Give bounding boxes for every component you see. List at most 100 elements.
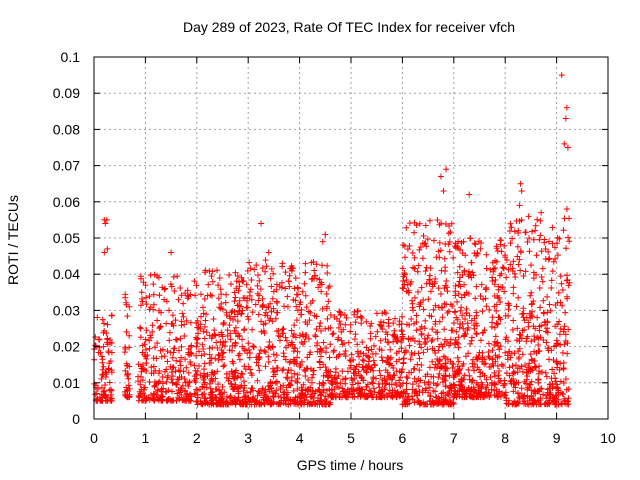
data-point	[275, 401, 282, 408]
data-point	[269, 295, 276, 302]
data-point	[446, 223, 453, 230]
data-point	[382, 329, 389, 336]
data-point	[181, 333, 188, 340]
data-point	[388, 381, 395, 388]
data-point	[245, 363, 252, 370]
data-point	[347, 328, 354, 335]
data-point	[236, 297, 243, 304]
data-point	[479, 330, 486, 337]
data-point	[404, 400, 411, 407]
data-point	[513, 337, 520, 344]
data-point	[201, 335, 208, 342]
data-point	[274, 309, 281, 316]
data-point	[191, 377, 198, 384]
data-point	[170, 364, 177, 371]
data-point	[274, 299, 281, 306]
data-point	[368, 364, 375, 371]
data-point	[562, 115, 569, 122]
data-point	[270, 351, 277, 358]
data-point	[456, 263, 463, 270]
data-point	[520, 305, 527, 312]
data-point	[244, 267, 251, 274]
data-point	[451, 370, 458, 377]
data-point	[226, 322, 233, 329]
data-point	[360, 357, 367, 364]
data-point	[492, 276, 499, 283]
data-point	[101, 249, 108, 256]
data-point	[141, 366, 148, 373]
data-point	[250, 394, 257, 401]
data-point	[432, 399, 439, 406]
data-point	[281, 303, 288, 310]
data-point	[327, 341, 334, 348]
data-point	[146, 345, 153, 352]
data-point	[554, 364, 561, 371]
data-point	[284, 293, 291, 300]
data-point	[526, 360, 533, 367]
data-point	[416, 246, 423, 253]
data-point	[363, 369, 370, 376]
data-point	[559, 286, 566, 293]
data-point	[317, 346, 324, 353]
data-point	[536, 284, 543, 291]
data-point	[256, 390, 263, 397]
data-point	[168, 376, 175, 383]
data-point	[272, 315, 279, 322]
data-point	[411, 229, 418, 236]
data-point	[530, 357, 537, 364]
data-point	[446, 248, 453, 255]
data-point	[372, 362, 378, 369]
y-tick-label: 0.06	[53, 194, 80, 210]
data-point	[186, 391, 193, 398]
data-point	[339, 341, 346, 348]
data-point	[478, 389, 485, 396]
data-point	[291, 370, 298, 377]
data-point	[174, 390, 181, 397]
data-point	[348, 385, 355, 392]
data-point	[408, 297, 415, 304]
data-point	[202, 395, 209, 402]
data-point	[298, 311, 305, 318]
data-point	[171, 345, 178, 352]
data-point	[516, 338, 523, 345]
data-point	[221, 362, 228, 369]
data-point	[207, 385, 214, 392]
data-point	[108, 387, 115, 394]
data-point	[477, 373, 484, 380]
data-point	[564, 272, 571, 279]
data-point	[535, 341, 542, 348]
data-point	[146, 378, 153, 385]
data-point	[510, 388, 517, 395]
data-point	[164, 358, 171, 365]
data-point	[430, 373, 437, 380]
data-point	[317, 392, 324, 399]
data-point	[450, 320, 457, 327]
data-point	[280, 366, 287, 373]
data-point	[516, 395, 523, 402]
data-point	[384, 339, 391, 346]
data-point	[403, 321, 410, 328]
data-point	[193, 343, 200, 350]
data-point	[338, 328, 345, 335]
data-point	[181, 321, 188, 328]
data-point	[168, 369, 175, 376]
data-point	[236, 332, 243, 339]
data-point	[255, 356, 262, 363]
data-point	[170, 322, 177, 329]
data-point	[335, 334, 342, 341]
data-point	[230, 398, 237, 405]
data-point	[482, 286, 489, 293]
data-point	[436, 254, 443, 261]
data-point	[139, 377, 146, 384]
data-point	[528, 289, 535, 296]
data-point	[287, 381, 294, 388]
data-point	[256, 277, 263, 284]
data-point	[549, 268, 556, 275]
data-point	[503, 334, 510, 341]
data-point	[446, 342, 453, 349]
data-point	[553, 392, 560, 399]
data-point	[98, 375, 105, 382]
data-point	[362, 393, 369, 400]
data-point	[320, 361, 327, 368]
